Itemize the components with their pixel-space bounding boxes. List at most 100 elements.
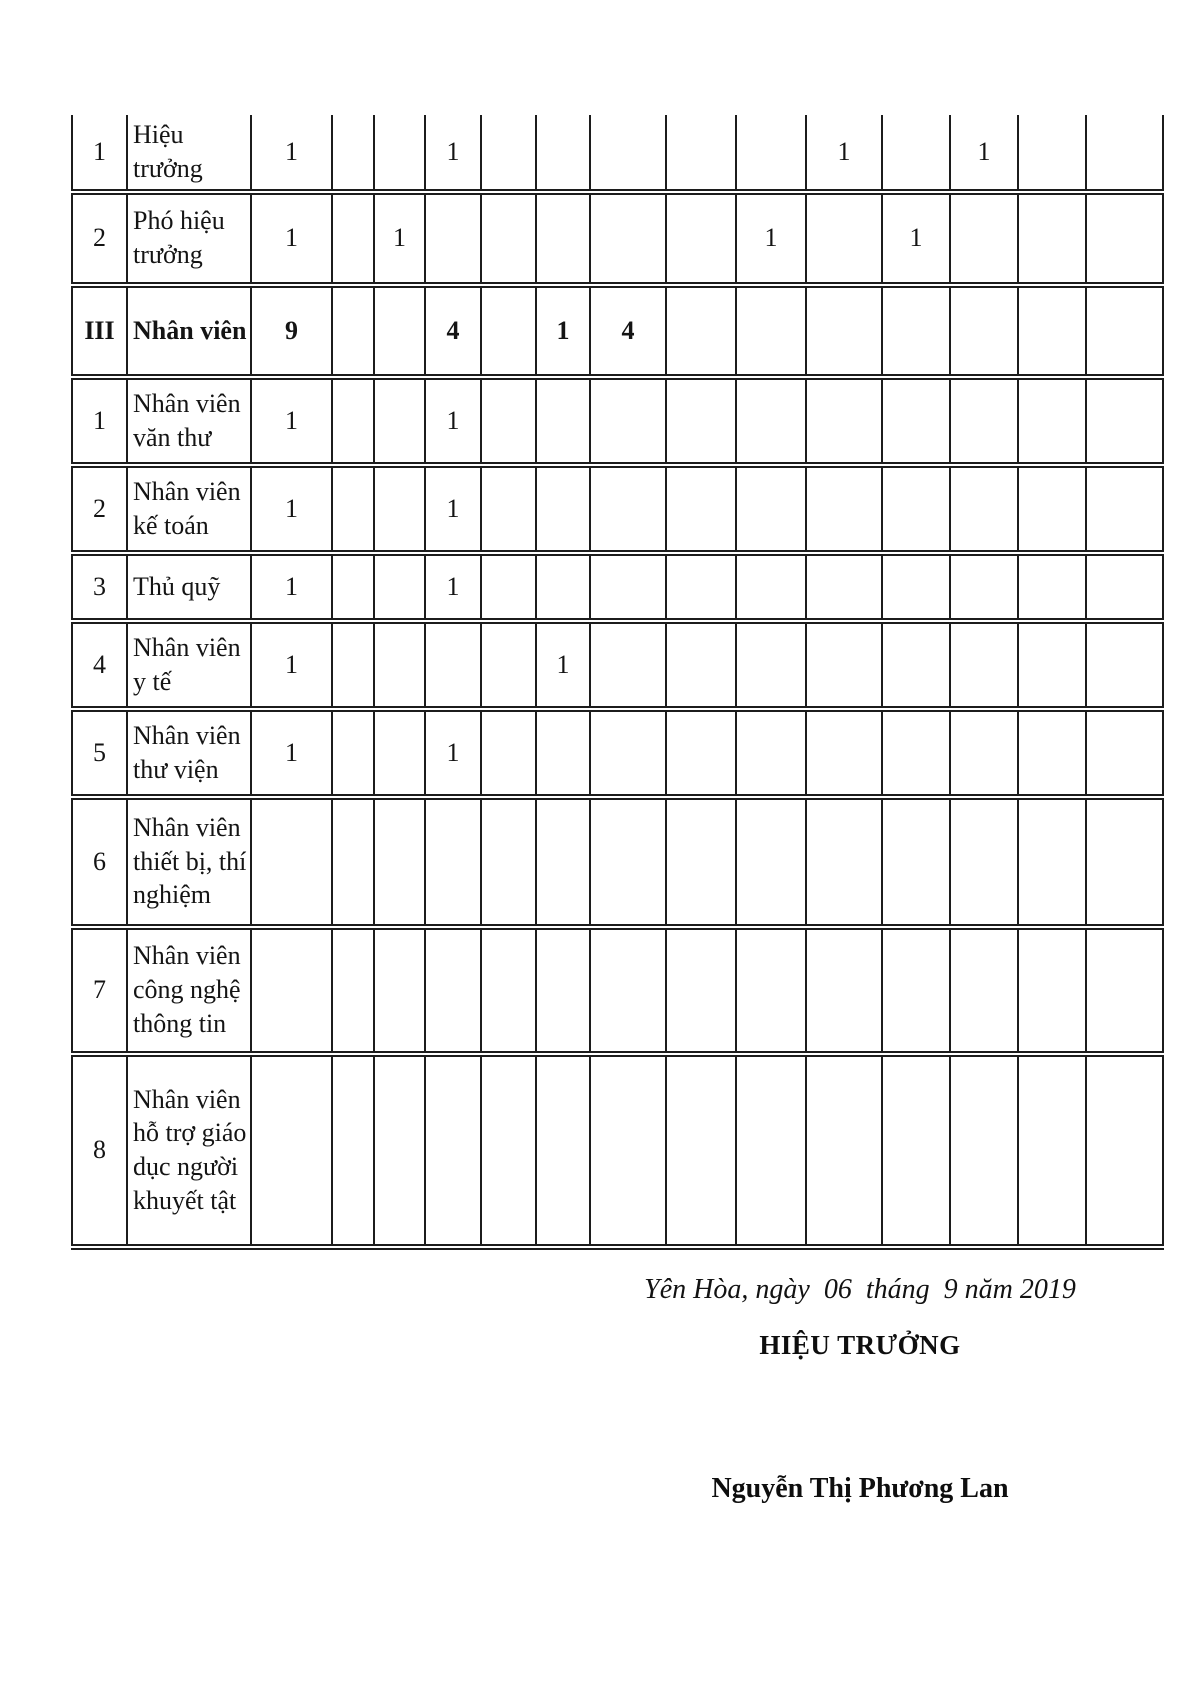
cell-value (589, 464, 667, 556)
cell-value (949, 1053, 1019, 1250)
cell-position-name: Nhân viên kế toán (126, 464, 252, 556)
cell-value (535, 926, 591, 1057)
cell-value: 1 (535, 620, 591, 712)
cell-value (1085, 620, 1164, 712)
cell-value (881, 796, 951, 930)
cell-value (331, 620, 375, 712)
cell-value: 4 (589, 284, 667, 380)
cell-value (535, 708, 591, 800)
cell-value: 1 (250, 708, 333, 800)
cell-value (424, 1053, 482, 1250)
cell-value (250, 926, 333, 1057)
cell-value: 1 (805, 115, 883, 195)
cell-value (735, 1053, 807, 1250)
cell-value (735, 552, 807, 624)
table-row: 2 Phó hiệu trưởng 1 1 1 1 (71, 191, 1164, 288)
cell-value (373, 620, 426, 712)
cell-value (949, 620, 1019, 712)
cell-value (480, 552, 537, 624)
cell-value (805, 284, 883, 380)
cell-stt: 2 (71, 191, 128, 288)
cell-value: 1 (424, 376, 482, 468)
cell-position-name: Nhân viên (126, 284, 252, 380)
cell-value (665, 926, 737, 1057)
cell-value (735, 708, 807, 800)
cell-value: 1 (250, 552, 333, 624)
cell-value (949, 284, 1019, 380)
cell-value (805, 191, 883, 288)
cell-value (1085, 376, 1164, 468)
cell-value (331, 708, 375, 800)
cell-value (535, 1053, 591, 1250)
cell-value: 1 (250, 620, 333, 712)
cell-value (665, 191, 737, 288)
cell-value (331, 376, 375, 468)
cell-value (250, 1053, 333, 1250)
cell-value (480, 464, 537, 556)
cell-value (665, 115, 737, 195)
cell-value (1017, 376, 1087, 468)
cell-value (949, 708, 1019, 800)
cell-value: 1 (949, 115, 1019, 195)
cell-value (881, 115, 951, 195)
cell-value (589, 1053, 667, 1250)
cell-value (1017, 620, 1087, 712)
cell-value: 4 (424, 284, 482, 380)
cell-value: 1 (250, 191, 333, 288)
cell-value (589, 115, 667, 195)
cell-value (480, 115, 537, 195)
cell-value (373, 376, 426, 468)
cell-value (735, 376, 807, 468)
cell-value (665, 284, 737, 380)
table-row: 1 Nhân viên văn thư 1 1 (71, 376, 1164, 468)
cell-value (373, 464, 426, 556)
cell-value (735, 926, 807, 1057)
cell-value: 1 (250, 464, 333, 556)
cell-value (665, 620, 737, 712)
table-row: 1 Hiệu trưởng 1 1 1 1 (71, 115, 1164, 195)
cell-value: 1 (424, 464, 482, 556)
table-row: 7 Nhân viên công nghệ thông tin (71, 926, 1164, 1057)
cell-value (1017, 191, 1087, 288)
cell-value (535, 191, 591, 288)
cell-value (1085, 1053, 1164, 1250)
cell-value (881, 376, 951, 468)
cell-value (805, 708, 883, 800)
cell-position-name: Nhân viên hỗ trợ giáo dục người khuyết t… (126, 1053, 252, 1250)
cell-value (665, 796, 737, 930)
cell-value: 1 (250, 115, 333, 195)
cell-value: 1 (535, 284, 591, 380)
cell-value (331, 926, 375, 1057)
cell-value (589, 620, 667, 712)
cell-value (665, 464, 737, 556)
cell-value (735, 620, 807, 712)
cell-value (881, 620, 951, 712)
cell-stt: 3 (71, 552, 128, 624)
cell-value (1017, 796, 1087, 930)
cell-value (881, 708, 951, 800)
cell-position-name: Phó hiệu trưởng (126, 191, 252, 288)
cell-value (665, 376, 737, 468)
cell-value (331, 796, 375, 930)
cell-value (881, 1053, 951, 1250)
cell-value: 1 (735, 191, 807, 288)
cell-stt: 2 (71, 464, 128, 556)
cell-value (805, 926, 883, 1057)
cell-value (373, 708, 426, 800)
cell-value: 1 (881, 191, 951, 288)
cell-value: 1 (424, 708, 482, 800)
cell-value (424, 620, 482, 712)
cell-value (881, 552, 951, 624)
cell-value (373, 1053, 426, 1250)
cell-value (331, 115, 375, 195)
cell-value (665, 552, 737, 624)
cell-value (1085, 552, 1164, 624)
signature-role: HIỆU TRƯỞNG (759, 1330, 961, 1360)
cell-value (805, 376, 883, 468)
cell-value (1017, 552, 1087, 624)
cell-value (480, 1053, 537, 1250)
table-row: III Nhân viên 9 4 1 4 (71, 284, 1164, 380)
cell-value (805, 464, 883, 556)
cell-position-name: Nhân viên thiết bị, thí nghiệm (126, 796, 252, 930)
cell-value (331, 1053, 375, 1250)
